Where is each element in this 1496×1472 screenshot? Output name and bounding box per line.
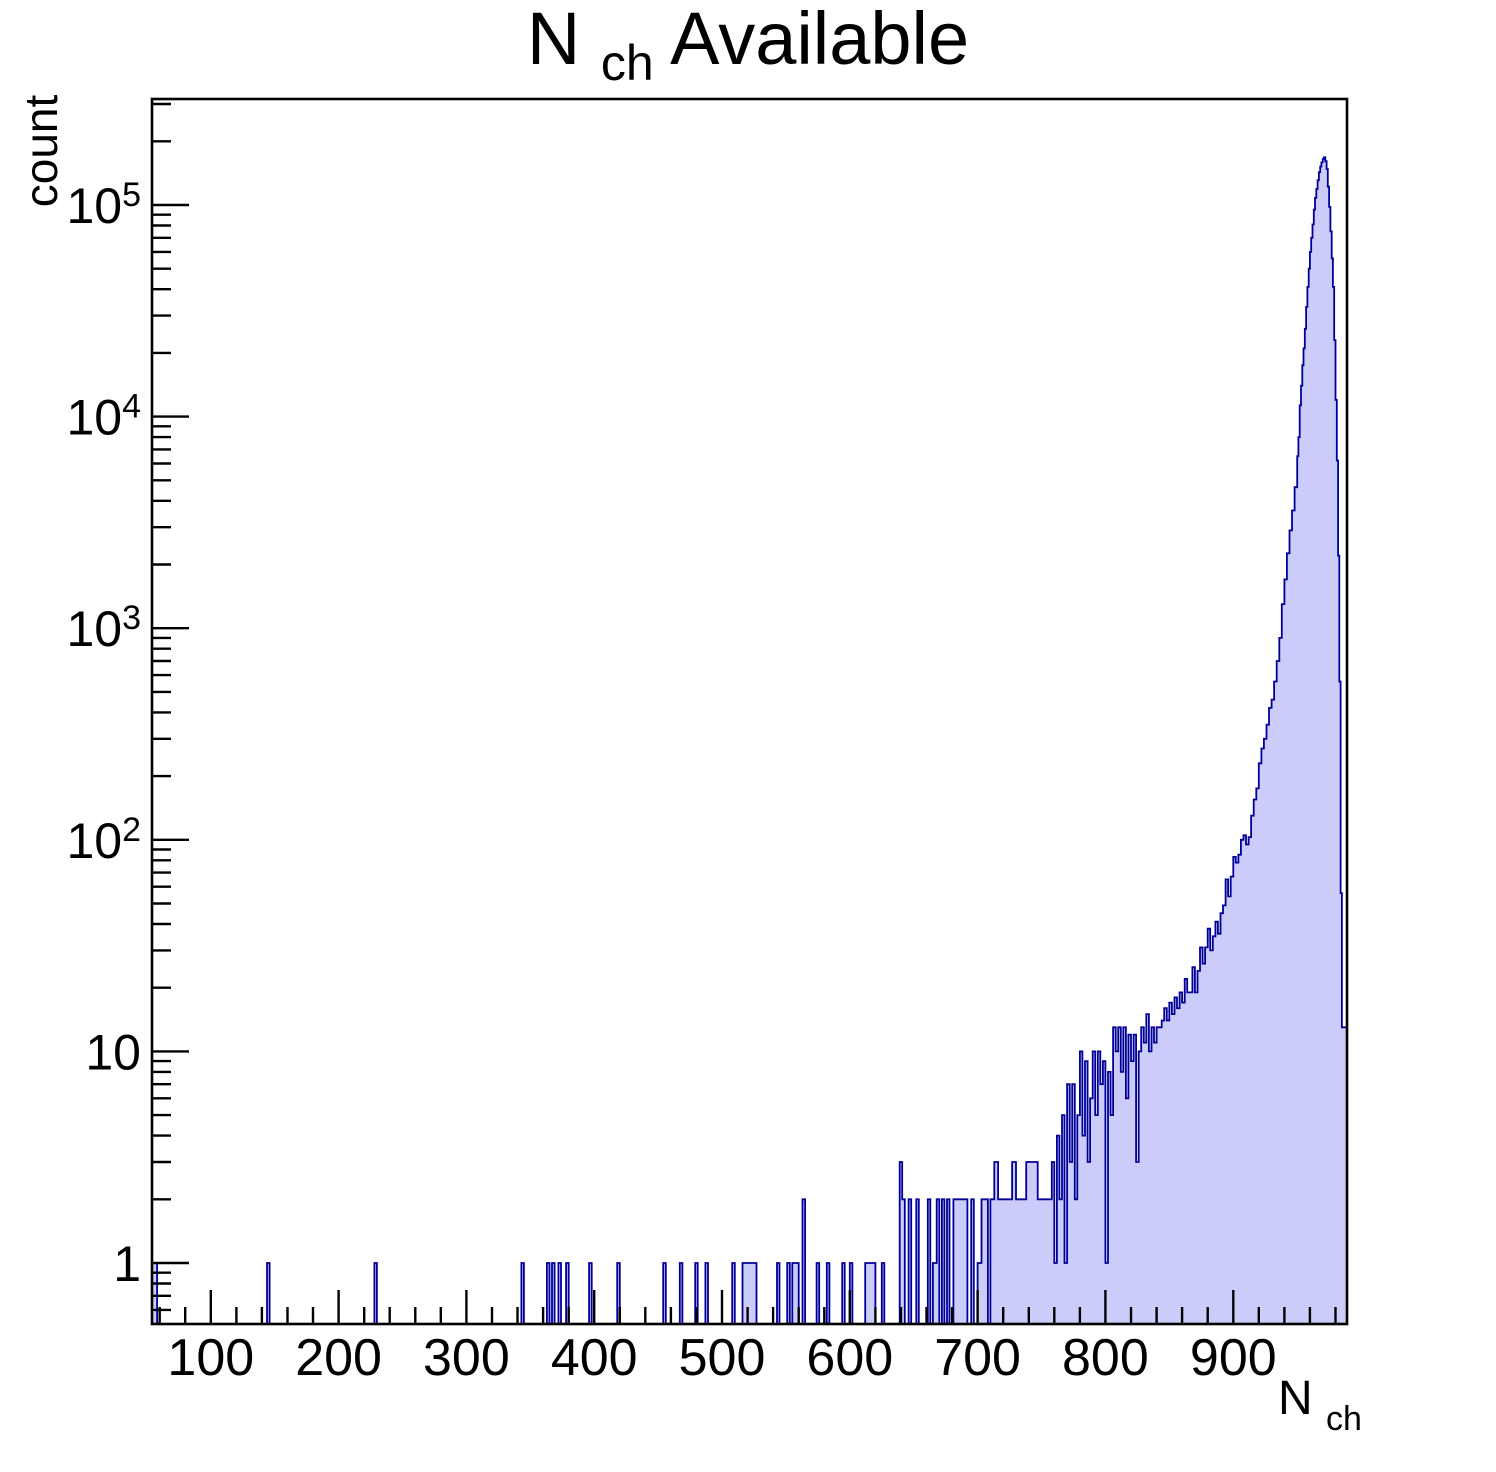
- x-axis-tick-labels: 100 200 300 400 500 600 700 800 900: [167, 1329, 1276, 1387]
- chart-title-subscript: ch: [601, 35, 654, 91]
- x-axis-title-main: N: [1278, 1372, 1313, 1425]
- x-axis-title: N ch: [1278, 1372, 1362, 1438]
- x-axis-title-subscript: ch: [1326, 1400, 1362, 1438]
- chart-title-rest: Available: [670, 0, 969, 80]
- x-tick-label: 300: [423, 1329, 510, 1387]
- x-tick-label: 200: [295, 1329, 382, 1387]
- x-tick-label: 100: [167, 1329, 254, 1387]
- y-axis-tick-labels: 1 10 102 103 104 105: [66, 176, 141, 1292]
- x-tick-label: 500: [679, 1329, 766, 1387]
- y-tick-label: 102: [66, 811, 141, 869]
- chart-title-main: N: [527, 0, 580, 80]
- histogram-series: [151, 156, 1348, 1325]
- x-tick-label: 600: [806, 1329, 893, 1387]
- x-tick-label: 700: [934, 1329, 1021, 1387]
- y-axis-title: count: [15, 95, 67, 208]
- x-tick-label: 800: [1062, 1329, 1149, 1387]
- chart-title: N ch Available: [527, 0, 969, 96]
- y-tick-label: 103: [66, 599, 141, 657]
- x-tick-label: 400: [551, 1329, 638, 1387]
- y-tick-label: 1: [113, 1236, 141, 1292]
- y-tick-label: 10: [85, 1024, 141, 1080]
- y-axis-ticks: [152, 102, 189, 1312]
- y-tick-label: 105: [66, 176, 141, 234]
- y-tick-label: 104: [66, 388, 141, 446]
- x-tick-label: 900: [1190, 1329, 1277, 1387]
